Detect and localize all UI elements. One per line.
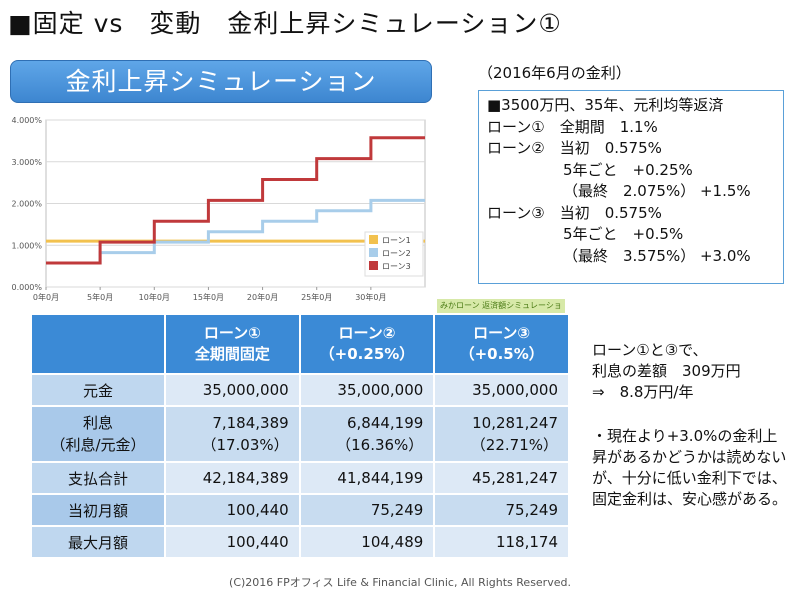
cell-value: 7,184,389 （17.03%）: [164, 405, 301, 463]
cell-value: 45,281,247: [433, 461, 570, 495]
y-tick-label: 1.000%: [11, 241, 42, 250]
condition-line: ローン② 当初 0.575%: [487, 139, 662, 157]
condition-line: 5年ごと +0.5%: [563, 225, 684, 243]
cell-value: 35,000,000: [433, 373, 570, 407]
table-row: 最大月額 100,440 104,489 118,174: [30, 525, 570, 559]
condition-line: （最終 3.575%） +3.0%: [563, 246, 751, 265]
cell-value: 42,184,389: [164, 461, 301, 495]
cell-value: 75,249: [298, 493, 436, 527]
header-loan-1: ローン① 全期間固定: [164, 313, 301, 375]
cell-value: 104,489: [298, 525, 436, 559]
y-tick-label: 2.000%: [11, 200, 42, 209]
series-line-2: [46, 198, 425, 265]
x-tick-label: 5年0月: [87, 292, 113, 302]
x-tick-label: 30年0月: [355, 292, 386, 302]
table-row: 元金 35,000,000 35,000,000 35,000,000: [30, 373, 570, 407]
copyright-footer: (C)2016 FPオフィス Life & Financial Clinic, …: [229, 576, 571, 589]
header-loan-2: ローン② （+0.25%）: [298, 313, 436, 375]
legend-label: ローン2: [382, 249, 411, 258]
cell-value: 41,844,199: [298, 461, 436, 495]
interest-difference-note: ローン①と③で、 利息の差額 309万円 ⇒ 8.8万円/年: [592, 341, 741, 401]
x-tick-label: 15年0月: [193, 292, 224, 302]
cell-value: 35,000,000: [164, 373, 301, 407]
rate-conditions-box: ■3500万円、35年、元利均等返済 ローン① 全期間 1.1% ローン② 当初…: [478, 90, 784, 284]
cell-value: 100,440: [164, 525, 301, 559]
chart-legend: ローン1 ローン2 ローン3: [364, 231, 424, 277]
x-tick-label: 25年0月: [301, 292, 332, 302]
y-tick-label: 4.000%: [11, 116, 42, 125]
row-label: 利息 （利息/元金）: [30, 405, 166, 463]
header-loan-3: ローン③ （+0.5%）: [433, 313, 570, 375]
chart-x-ticks: 0年0月 5年0月 10年0月 15年0月 20年0月 25年0月 30年0月: [33, 287, 386, 302]
legend-swatch: [369, 235, 378, 244]
table-corner: [30, 313, 166, 375]
comparison-table: ローン① 全期間固定 ローン② （+0.25%） ローン③ （+0.5%） 元金 35…: [30, 313, 570, 559]
condition-line: （最終 2.075%） +1.5%: [563, 182, 751, 200]
rate-chart: 0.000% 1.000% 2.000% 3.000% 4.000% 0年0月 5年0月 1…: [11, 116, 426, 302]
row-label: 最大月額: [30, 525, 166, 559]
cell-value: 100,440: [164, 493, 301, 527]
row-label: 支払合計: [30, 461, 166, 495]
y-tick-label: 3.000%: [11, 158, 42, 167]
chart-y-ticks: 0.000% 1.000% 2.000% 3.000% 4.000%: [11, 116, 42, 292]
x-tick-label: 10年0月: [139, 292, 170, 302]
table-row: 支払合計 42,184,389 41,844,199 45,281,247: [30, 461, 570, 495]
cell-value: 6,844,199 （16.36%）: [298, 405, 436, 463]
legend-label: ローン1: [382, 236, 411, 245]
legend-label: ローン3: [382, 262, 411, 271]
row-label: 当初月額: [30, 493, 166, 527]
condition-line: ローン① 全期間 1.1%: [487, 117, 658, 136]
row-label: 元金: [30, 373, 166, 407]
y-tick-label: 0.000%: [11, 283, 42, 292]
simulation-banner: 金利上昇シミュレーション: [10, 60, 432, 103]
cell-value: 75,249: [433, 493, 570, 527]
cell-value: 118,174: [433, 525, 570, 559]
condition-line: ローン③ 当初 0.575%: [487, 203, 662, 222]
condition-line: ■3500万円、35年、元利均等返済: [487, 96, 724, 114]
rate-caption: （2016年6月の金利）: [478, 64, 631, 82]
conclusion-text: ・現在より+3.0%の金利上昇があるかどうかは読めないが、十分に低い金利下では、…: [592, 427, 788, 508]
table-row: 当初月額 100,440 75,249 75,249: [30, 493, 570, 527]
cell-value: 35,000,000: [298, 373, 436, 407]
x-tick-label: 20年0月: [247, 292, 278, 302]
page-title: ■固定 vs 変動 金利上昇シミュレーション①: [8, 9, 562, 38]
condition-line: 5年ごと +0.25%: [563, 160, 693, 179]
legend-swatch: [369, 248, 378, 257]
chart-series: [46, 136, 425, 265]
series-line-3: [46, 136, 425, 265]
legend-swatch: [369, 261, 378, 270]
chart-grid: [45, 119, 426, 288]
simulation-source-tag: みかローン 返済額シミュレーション: [437, 299, 565, 324]
cell-value: 10,281,247 （22.71%）: [433, 405, 570, 463]
x-tick-label: 0年0月: [33, 292, 59, 302]
table-row: 利息 （利息/元金） 7,184,389 （17.03%） 6,844,199 （16…: [30, 405, 570, 463]
